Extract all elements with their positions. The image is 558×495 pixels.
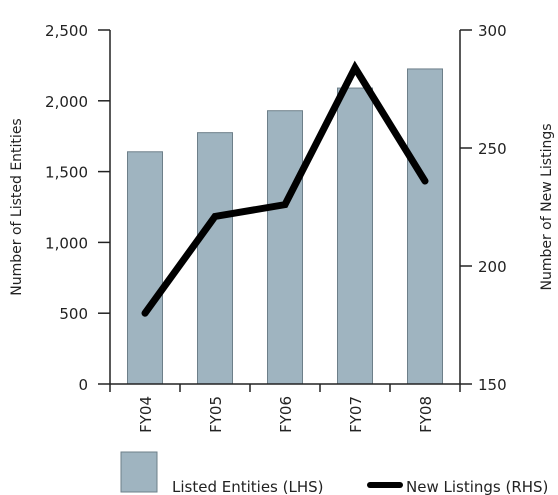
x-tick-label: FY05 xyxy=(207,396,225,433)
x-tick-label: FY08 xyxy=(417,396,435,433)
bar-fy04 xyxy=(127,151,163,385)
left-tick-label: 2,000 xyxy=(45,93,88,111)
bar-series-listed-entities xyxy=(127,68,443,385)
legend-label-new-listings: New Listings (RHS) xyxy=(406,478,548,495)
right-tick-label: 150 xyxy=(478,376,507,394)
axes xyxy=(109,30,461,385)
x-tick-label: FY04 xyxy=(137,396,155,433)
bar-fy08 xyxy=(407,68,443,385)
legend: Listed Entities (LHS) New Listings (RHS) xyxy=(120,451,548,495)
x-axis-ticks: FY04 FY05 FY06 FY07 FY08 xyxy=(109,384,461,433)
left-tick-label: 2,500 xyxy=(45,22,88,40)
left-tick-label: 500 xyxy=(59,305,88,323)
bar-fy05 xyxy=(197,132,233,385)
bar-fy06 xyxy=(267,110,303,385)
legend-label-listed-entities: Listed Entities (LHS) xyxy=(172,478,324,495)
right-tick-label: 250 xyxy=(478,140,507,158)
left-tick-label: 1,000 xyxy=(45,234,88,252)
right-axis-ticks: 150 200 250 300 xyxy=(460,22,507,394)
left-tick-label: 1,500 xyxy=(45,164,88,182)
line-series-new-listings xyxy=(141,60,429,317)
left-axis-title: Number of Listed Entities xyxy=(9,118,25,295)
x-tick-label: FY06 xyxy=(277,396,295,433)
bar-fy07 xyxy=(337,87,373,385)
right-axis-title: Number of New Listings xyxy=(539,123,555,290)
right-tick-label: 200 xyxy=(478,258,507,276)
legend-swatch-listed-entities xyxy=(120,451,158,493)
right-tick-label: 300 xyxy=(478,22,507,40)
x-tick-label: FY07 xyxy=(347,396,365,433)
left-tick-label: 0 xyxy=(78,376,88,394)
left-axis-ticks: 0 500 1,000 1,500 2,000 2,500 xyxy=(45,22,110,394)
